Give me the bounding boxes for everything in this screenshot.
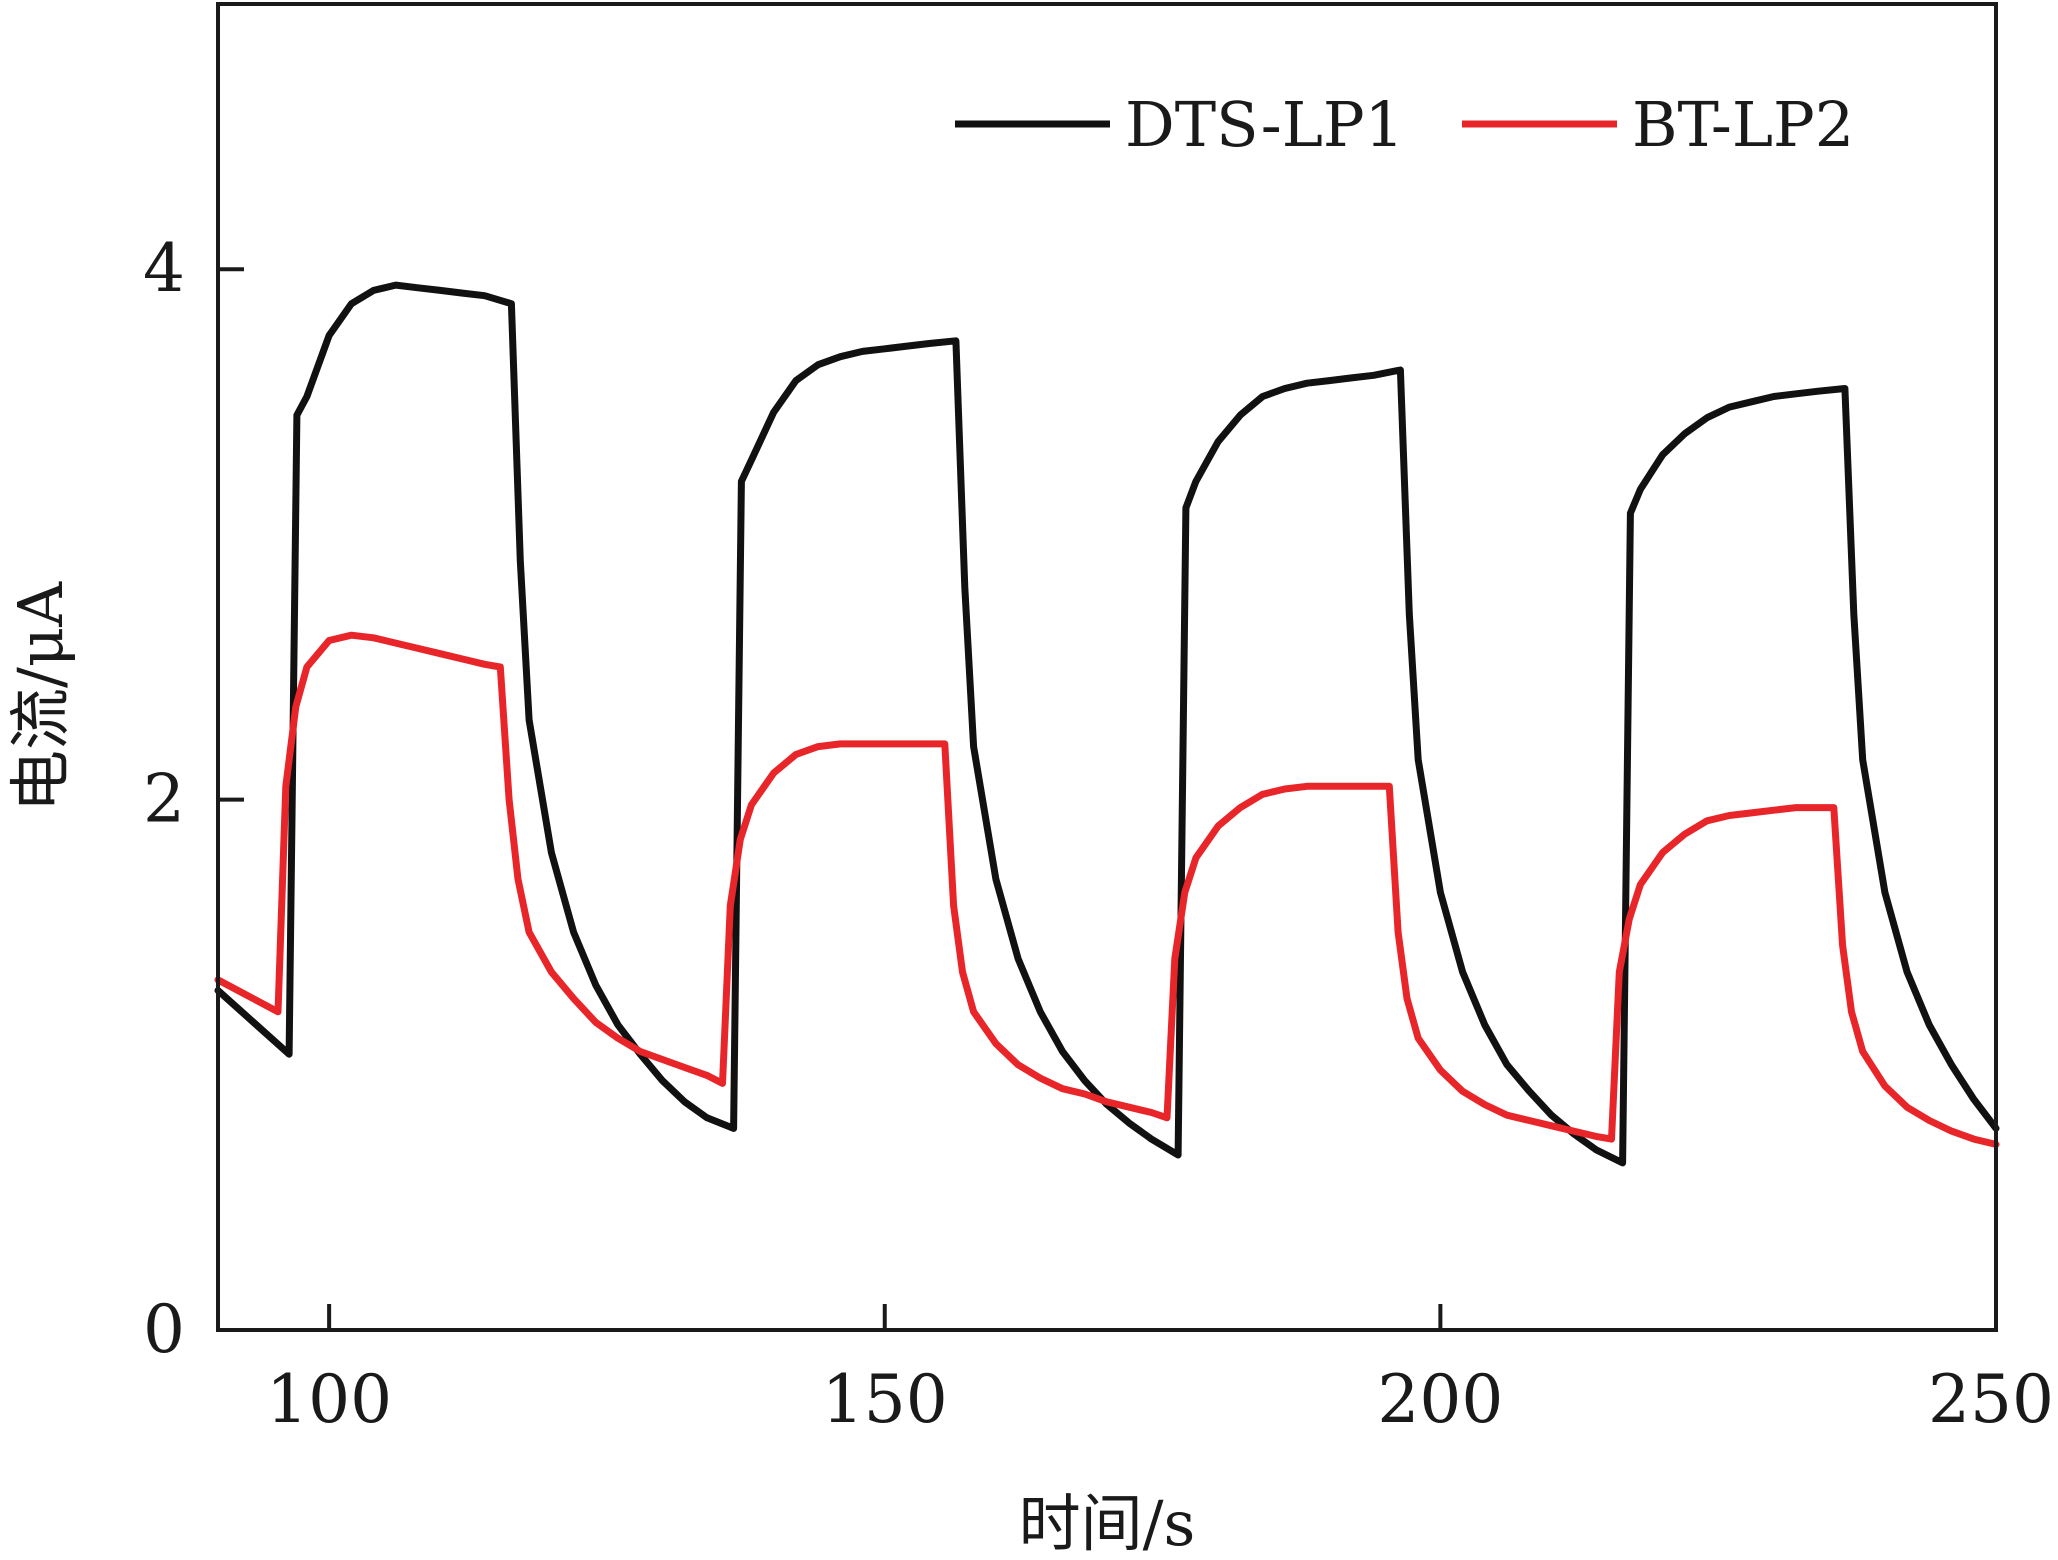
x-tick-label: 250 — [1928, 1361, 2054, 1438]
y-tick-label: 0 — [143, 1291, 185, 1368]
y-axis-title: 电流/μA — [4, 581, 77, 812]
y-axis-ticks: 0 2 4 — [143, 230, 244, 1368]
series-layer — [214, 281, 2000, 1167]
x-tick-label: 150 — [822, 1361, 948, 1438]
x-tick-label: 200 — [1377, 1361, 1503, 1438]
series-line-dts-lp1 — [214, 281, 2000, 1167]
series-line-bt-lp2 — [214, 631, 2000, 1148]
x-axis-ticks: 100 150 200 250 — [266, 1304, 2054, 1438]
y-tick-label: 2 — [143, 761, 185, 838]
y-tick-label: 4 — [143, 230, 185, 307]
legend: DTS-LP1 BT-LP2 — [955, 88, 1854, 161]
x-tick-label: 100 — [266, 1361, 392, 1438]
plot-frame — [216, 2, 1998, 1332]
legend-label-dts-lp1: DTS-LP1 — [1125, 88, 1404, 161]
x-axis-title: 时间/s — [1019, 1487, 1196, 1556]
legend-label-bt-lp2: BT-LP2 — [1632, 88, 1854, 161]
